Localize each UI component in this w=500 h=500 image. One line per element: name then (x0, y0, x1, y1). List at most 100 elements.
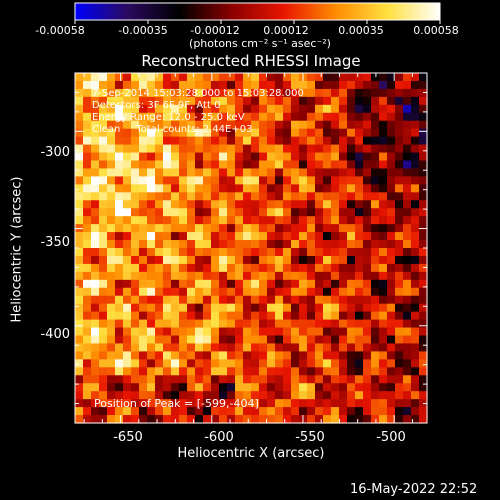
heatmap-cell (123, 255, 132, 265)
heatmap-cell (99, 128, 108, 138)
heatmap-cell (355, 359, 364, 368)
heatmap-cell (227, 232, 236, 241)
heatmap-cell (299, 168, 308, 177)
heatmap-cell (75, 383, 84, 392)
heatmap-cell (355, 391, 364, 400)
heatmap-cell (203, 271, 212, 281)
heatmap-cell (379, 184, 388, 193)
heatmap-cell (299, 263, 308, 273)
heatmap-cell (155, 287, 164, 297)
heatmap-cell (203, 391, 212, 400)
heatmap-cell (419, 232, 428, 241)
heatmap-cell (131, 224, 140, 233)
heatmap-cell (363, 383, 372, 392)
heatmap-cell (107, 311, 116, 321)
heatmap-cell (123, 88, 132, 98)
heatmap-cell (99, 144, 108, 154)
heatmap-cell (147, 128, 156, 138)
heatmap-cell (75, 407, 84, 416)
heatmap-cell (139, 168, 148, 177)
heatmap-cell (411, 255, 420, 265)
heatmap-cell (299, 104, 308, 114)
heatmap-cell (395, 263, 404, 273)
heatmap-cell (123, 407, 132, 416)
heatmap-cell (403, 303, 412, 313)
heatmap-cell (251, 128, 260, 138)
heatmap-cell (107, 144, 116, 154)
heatmap-cell (235, 327, 244, 337)
heatmap-cell (275, 375, 284, 384)
heatmap-cell (419, 367, 428, 376)
heatmap-cell (227, 287, 236, 297)
heatmap-cell (83, 343, 92, 352)
heatmap-cell (259, 216, 268, 225)
heatmap-cell (187, 88, 196, 98)
heatmap-cell (283, 391, 292, 400)
heatmap-cell (195, 351, 204, 360)
heatmap-cell (267, 104, 276, 114)
heatmap-cell (403, 216, 412, 225)
heatmap-cell (323, 208, 332, 217)
heatmap-cell (267, 399, 276, 408)
heatmap-cell (307, 88, 316, 98)
heatmap-cell (403, 232, 412, 241)
heatmap-cell (251, 120, 260, 130)
heatmap-cell (115, 383, 124, 392)
heatmap-cell (387, 144, 396, 154)
heatmap-cell (155, 120, 164, 130)
heatmap-cell (163, 263, 172, 273)
heatmap-cell (131, 96, 140, 106)
heatmap-cell (227, 240, 236, 249)
heatmap-cell (179, 248, 188, 257)
heatmap-cell (195, 287, 204, 297)
heatmap-cell (235, 232, 244, 241)
heatmap-cell (331, 295, 340, 305)
heatmap-cell (203, 112, 212, 122)
heatmap-cell (299, 255, 308, 265)
heatmap-cell (123, 176, 132, 185)
heatmap-cell (355, 120, 364, 130)
heatmap-cell (131, 415, 140, 424)
heatmap-cell (227, 407, 236, 416)
heatmap-cell (291, 327, 300, 337)
heatmap-cell (179, 128, 188, 138)
heatmap-cell (131, 279, 140, 289)
heatmap-cell (299, 311, 308, 321)
heatmap-cell (419, 152, 428, 162)
heatmap-cell (123, 80, 132, 90)
heatmap-cell (219, 88, 228, 98)
heatmap-cell (227, 184, 236, 193)
heatmap-cell (267, 176, 276, 185)
heatmap-cell (131, 112, 140, 122)
heatmap-cell (195, 152, 204, 162)
heatmap-cell (227, 248, 236, 257)
heatmap-cell (227, 152, 236, 162)
heatmap-cell (243, 96, 252, 106)
heatmap-cell (203, 160, 212, 170)
heatmap-cell (219, 351, 228, 360)
heatmap-cell (259, 144, 268, 154)
heatmap-cell (315, 287, 324, 297)
colorbar-tick-label: -0.00035 (118, 24, 168, 37)
heatmap-cell (283, 176, 292, 185)
heatmap-cell (91, 255, 100, 265)
heatmap-cell (307, 200, 316, 209)
heatmap-cell (355, 176, 364, 185)
heatmap-cell (371, 383, 380, 392)
heatmap-cell (379, 224, 388, 233)
heatmap-cell (91, 192, 100, 201)
heatmap-cell (307, 128, 316, 138)
heatmap-cell (115, 351, 124, 360)
heatmap-cell (371, 96, 380, 106)
heatmap-cell (371, 375, 380, 384)
heatmap-cell (115, 136, 124, 146)
heatmap-cell (307, 407, 316, 416)
heatmap-cell (363, 359, 372, 368)
heatmap-cell (259, 255, 268, 265)
heatmap-cell (331, 359, 340, 368)
heatmap-cell (259, 319, 268, 329)
heatmap-cell (347, 335, 356, 345)
heatmap-cell (211, 144, 220, 154)
heatmap-cell (155, 216, 164, 225)
